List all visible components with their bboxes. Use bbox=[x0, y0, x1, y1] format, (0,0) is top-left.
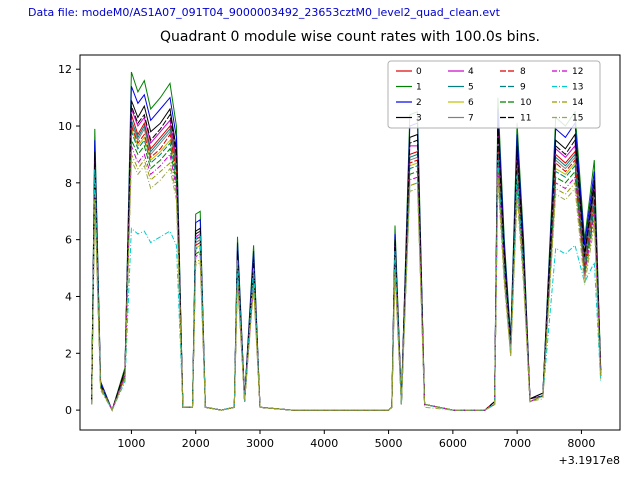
x-tick-label: 2000 bbox=[182, 437, 210, 450]
y-tick-label: 2 bbox=[65, 347, 72, 360]
legend-label-10: 10 bbox=[520, 98, 532, 108]
y-tick-label: 6 bbox=[65, 234, 72, 247]
legend-label-12: 12 bbox=[572, 67, 583, 77]
legend-label-5: 5 bbox=[468, 83, 474, 93]
legend-label-8: 8 bbox=[520, 67, 526, 77]
series-line-11 bbox=[91, 105, 602, 412]
legend-label-15: 15 bbox=[572, 114, 583, 124]
plot-border bbox=[79, 54, 621, 431]
legend-label-11: 11 bbox=[520, 114, 531, 124]
x-axis-offset-label: +3.1917e8 bbox=[559, 454, 620, 467]
legend-label-0: 0 bbox=[416, 67, 422, 77]
y-tick-label: 4 bbox=[65, 290, 72, 303]
legend-label-1: 1 bbox=[416, 83, 422, 93]
x-tick-label: 8000 bbox=[567, 437, 595, 450]
chart-title: Quadrant 0 module wise count rates with … bbox=[160, 29, 540, 45]
y-tick-label: 0 bbox=[65, 404, 72, 417]
y-tick-label: 10 bbox=[58, 120, 72, 133]
x-tick-label: 1000 bbox=[117, 437, 145, 450]
series-line-15 bbox=[91, 159, 602, 412]
legend-label-4: 4 bbox=[468, 67, 474, 77]
x-tick-label: 6000 bbox=[439, 437, 467, 450]
x-tick-label: 4000 bbox=[310, 437, 338, 450]
legend-label-7: 7 bbox=[468, 114, 474, 124]
legend-label-2: 2 bbox=[416, 98, 422, 108]
legend-label-9: 9 bbox=[520, 83, 526, 93]
x-tick-label: 7000 bbox=[503, 437, 531, 450]
y-tick-label: 12 bbox=[58, 63, 72, 76]
y-tick-label: 8 bbox=[65, 177, 72, 190]
x-tick-label: 5000 bbox=[375, 437, 403, 450]
legend-label-3: 3 bbox=[416, 114, 422, 124]
legend-label-14: 14 bbox=[572, 98, 584, 108]
x-tick-label: 3000 bbox=[246, 437, 274, 450]
data-file-label: Data file: modeM0/AS1A07_091T04_90000034… bbox=[28, 6, 500, 19]
legend-label-6: 6 bbox=[468, 98, 474, 108]
legend-box bbox=[387, 60, 601, 129]
series-line-13 bbox=[91, 160, 602, 412]
legend-label-13: 13 bbox=[572, 83, 583, 93]
